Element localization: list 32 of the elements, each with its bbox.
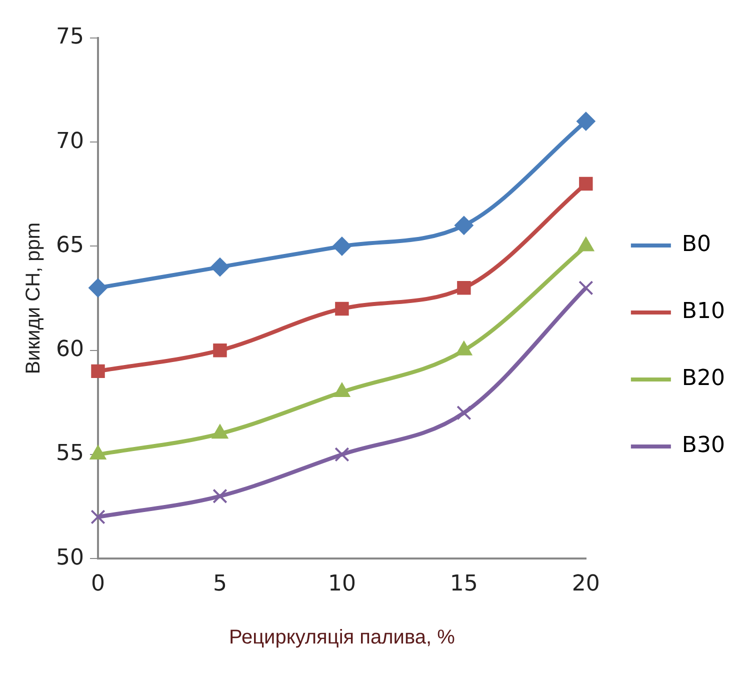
legend-label: B0 — [682, 232, 712, 258]
y-tick-label: 70 — [56, 128, 84, 154]
y-tick-label: 50 — [56, 545, 84, 570]
point — [213, 343, 227, 358]
point — [578, 280, 594, 296]
point — [91, 364, 105, 378]
point — [210, 258, 230, 277]
point — [334, 447, 350, 462]
point — [90, 510, 106, 524]
point — [454, 216, 474, 235]
x-axis-title: Рециркуляція палива, % — [229, 626, 456, 649]
legend-label: B20 — [682, 366, 726, 392]
point — [576, 112, 596, 131]
y-tick-label: 55 — [56, 441, 84, 466]
legend-label: B30 — [682, 433, 726, 458]
y-tick-label: 75 — [56, 24, 84, 50]
x-tick-label: 10 — [328, 572, 356, 597]
legend-label: B10 — [682, 299, 726, 324]
x-tick-label: 5 — [212, 572, 227, 597]
y-tick-label: 60 — [56, 337, 84, 362]
point — [212, 488, 228, 504]
x-tick-label: 20 — [572, 572, 600, 597]
point — [88, 278, 108, 298]
y-axis-title: Викиди CH, ppm — [22, 222, 45, 374]
point — [456, 405, 472, 420]
point — [579, 176, 593, 191]
x-tick-label: 15 — [450, 572, 478, 597]
point — [457, 281, 471, 295]
point — [335, 302, 349, 316]
point — [332, 236, 352, 256]
x-tick-label: 0 — [90, 572, 105, 597]
y-tick-label: 65 — [56, 232, 84, 258]
